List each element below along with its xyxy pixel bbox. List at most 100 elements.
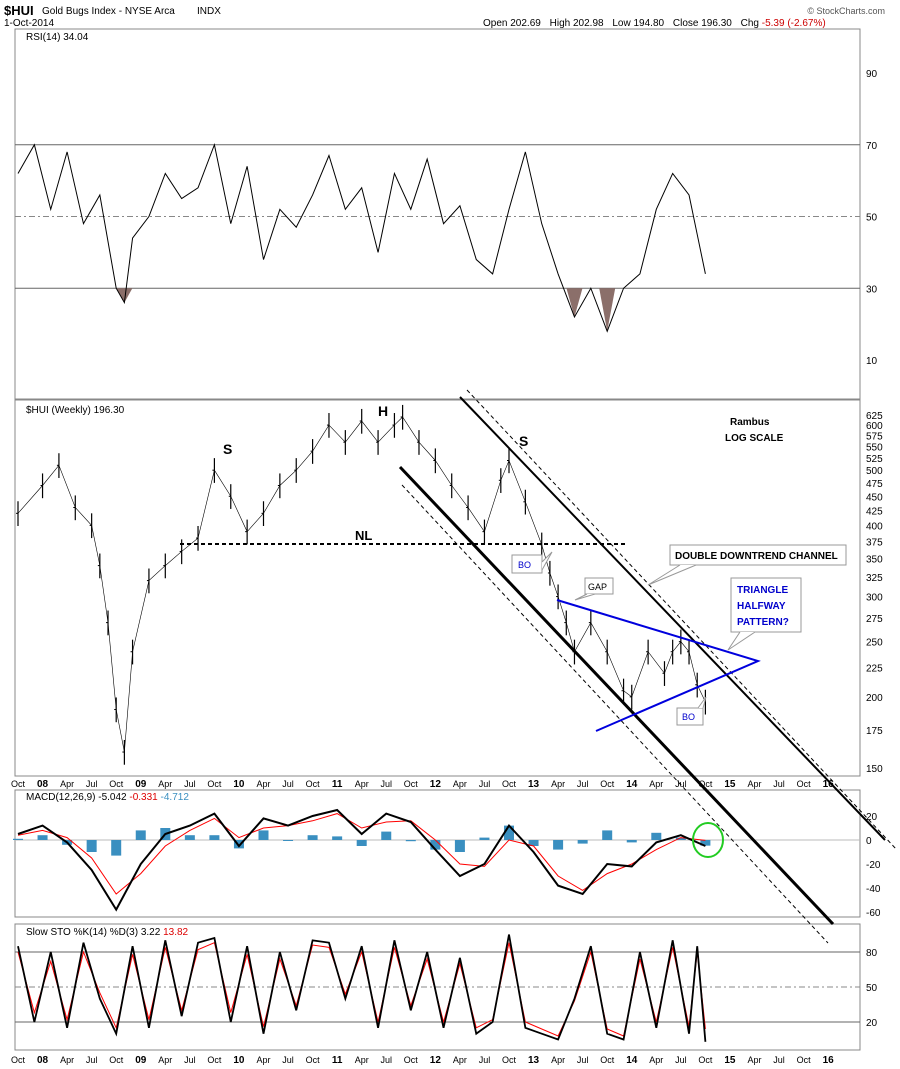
close-value: 196.30: [701, 18, 732, 29]
bo-callout-1: BO: [511, 551, 553, 574]
x-tick-label: Apr: [355, 779, 369, 789]
triangle-label-1: TRIANGLE: [737, 585, 788, 596]
x-tick-label: 08: [37, 779, 49, 790]
x-tick-label: 10: [233, 779, 245, 790]
rsi-ytick: 30: [866, 284, 878, 295]
macd-title: MACD(12,26,9) -5.042 -0.331 -4.712: [26, 792, 189, 803]
x-tick-label: Oct: [109, 1055, 124, 1065]
chg-label: Chg: [741, 18, 759, 29]
x-tick-label: Jul: [675, 1055, 687, 1065]
x-tick-label: Oct: [11, 779, 26, 789]
gap-label: GAP: [588, 582, 607, 592]
macd-histogram-bar: [577, 840, 588, 844]
open-label: Open: [483, 18, 507, 29]
macd-histogram-bar: [37, 835, 48, 840]
x-tick-label: 09: [135, 779, 147, 790]
x-tick-label: 14: [626, 779, 638, 790]
channel-callout: DOUBLE DOWNTREND CHANNEL: [647, 544, 847, 586]
macd-histogram-bar: [504, 825, 514, 840]
x-tick-label: Oct: [502, 1055, 517, 1065]
price-title: $HUI (Weekly) 196.30: [26, 405, 125, 416]
x-tick-label: Jul: [479, 1055, 491, 1065]
x-tick-label: Jul: [675, 779, 687, 789]
price-ytick: 250: [866, 638, 883, 649]
macd-histogram-bar: [184, 835, 195, 840]
x-tick-label: Oct: [207, 1055, 222, 1065]
macd-histogram-bar: [135, 830, 146, 840]
macd-histogram-bar: [675, 837, 686, 840]
close-label: Close: [673, 18, 699, 29]
triangle-pattern: [556, 599, 761, 732]
macd-histogram-bar: [111, 840, 122, 856]
x-tick-label: Apr: [747, 1055, 761, 1065]
x-tick-label: Apr: [551, 779, 565, 789]
quote-line: Open 202.69 High 202.98 Low 194.80 Close…: [483, 18, 826, 29]
sto-title-d: 13.82: [163, 927, 188, 938]
macd-title-prefix: MACD(12,26,9): [26, 792, 98, 803]
left-shoulder-label: S: [223, 441, 232, 457]
x-tick-label: Apr: [60, 779, 74, 789]
price-ytick: 525: [866, 454, 883, 465]
macd-ytick: 0: [866, 836, 872, 847]
x-tick-label: Oct: [600, 779, 615, 789]
rsi-ytick: 50: [866, 213, 878, 224]
symbol-name: Gold Bugs Index - NYSE Arca: [42, 6, 175, 17]
x-tick-label: Apr: [649, 1055, 663, 1065]
macd-histogram-bar: [332, 836, 343, 840]
x-tick-label: Jul: [282, 1055, 294, 1065]
x-tick-label: Jul: [773, 779, 785, 789]
price-ytick: 600: [866, 421, 883, 432]
x-tick-label: Jul: [184, 1055, 196, 1065]
x-tick-label: Oct: [502, 779, 517, 789]
price-ytick: 550: [866, 443, 883, 454]
price-ytick: 400: [866, 521, 883, 532]
price-trace: [17, 416, 706, 753]
triangle-callout: TRIANGLE HALFWAY PATTERN?: [727, 577, 802, 651]
x-tick-label: Jul: [86, 779, 98, 789]
price-ytick: 275: [866, 614, 883, 625]
low-label: Low: [612, 18, 631, 29]
x-tick-label: Apr: [256, 1055, 270, 1065]
macd-ytick: -60: [866, 908, 881, 919]
x-tick-label: 11: [332, 1055, 343, 1066]
watermark: © StockCharts.com: [807, 6, 885, 16]
x-tick-label: Apr: [649, 779, 663, 789]
x-tick-label: Jul: [773, 1055, 785, 1065]
symbol-suffix: INDX: [197, 6, 221, 17]
x-tick-label: 09: [135, 1055, 147, 1066]
macd-ytick: -40: [866, 884, 881, 895]
macd-title-hist: -4.712: [161, 792, 190, 803]
high-label: High: [550, 18, 571, 29]
rsi-ytick: 70: [866, 141, 878, 152]
x-tick-label: 15: [724, 779, 736, 790]
macd-histogram-bar: [13, 838, 23, 840]
rsi-oversold-fill: [566, 288, 583, 317]
macd-histogram-bar: [381, 831, 392, 840]
scale-note: LOG SCALE: [725, 433, 784, 444]
x-tick-label: Apr: [453, 1055, 467, 1065]
x-tick-label: Jul: [184, 779, 196, 789]
x-tick-label: Oct: [698, 779, 713, 789]
x-tick-label: Oct: [306, 779, 321, 789]
macd-histogram-bar: [283, 840, 294, 841]
macd-ytick: 20: [866, 812, 878, 823]
price-ytick: 425: [866, 506, 883, 517]
neckline-label: NL: [355, 528, 372, 543]
channel-lower-line: [398, 465, 835, 926]
macd-histogram-bar: [430, 840, 441, 850]
macd-histogram-bar: [233, 840, 244, 849]
x-tick-label: Apr: [256, 779, 270, 789]
x-tick-label: Apr: [551, 1055, 565, 1065]
right-shoulder-label: S: [519, 433, 528, 449]
x-tick-label: Oct: [600, 1055, 615, 1065]
rsi-ytick: 90: [866, 69, 878, 80]
low-value: 194.80: [634, 18, 665, 29]
price-ytick: 325: [866, 573, 883, 584]
macd-ytick: -20: [866, 860, 881, 871]
macd-panel: [14, 789, 861, 918]
channel-lower-dashed: [401, 484, 829, 944]
sto-k-line: [17, 934, 707, 1042]
sto-title-prefix: Slow STO %K(14) %D(3): [26, 927, 141, 938]
chart-date: 1-Oct-2014: [4, 18, 54, 29]
